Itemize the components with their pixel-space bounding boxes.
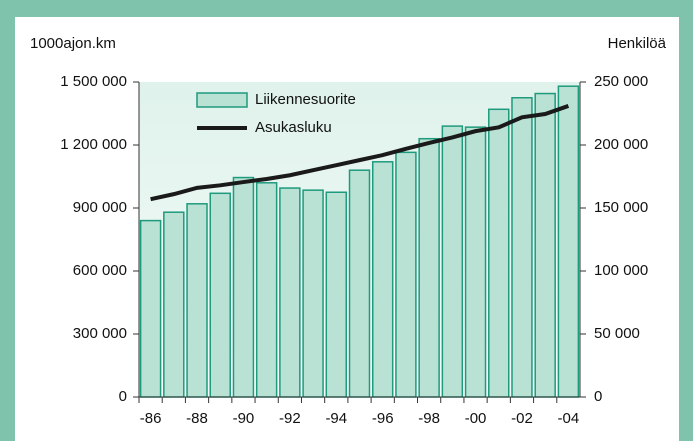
- y-tick-label: 1 200 000: [60, 136, 127, 153]
- bar: [325, 191, 348, 398]
- y-axis-title: 1000ajon.km: [30, 35, 116, 52]
- bar: [418, 137, 440, 398]
- bar: [511, 97, 533, 398]
- x-tick-label: -92: [279, 410, 301, 427]
- bar: [488, 108, 510, 398]
- bar: [302, 189, 324, 398]
- y-tick-label: 600 000: [73, 262, 127, 279]
- y2-tick-label: 150 000: [594, 199, 648, 216]
- y2-tick-label: 250 000: [594, 73, 648, 90]
- bar: [534, 92, 556, 398]
- x-tick-label: -86: [140, 410, 162, 427]
- bar: [557, 85, 580, 398]
- bar: [186, 203, 208, 398]
- y-tick-label: 0: [119, 388, 127, 405]
- y-tick-label: 900 000: [73, 199, 127, 216]
- bar: [163, 211, 185, 398]
- bar: [441, 125, 464, 398]
- bar: [371, 161, 394, 398]
- bar: [395, 151, 417, 398]
- x-tick-label: -04: [558, 410, 580, 427]
- bar: [348, 169, 371, 398]
- x-tick-label: -02: [511, 410, 533, 427]
- x-tick-label: -98: [418, 410, 440, 427]
- x-tick-label: -96: [372, 410, 394, 427]
- y2-tick-label: 200 000: [594, 136, 648, 153]
- legend-label: Asukasluku: [255, 119, 332, 136]
- y-tick-label: 300 000: [73, 325, 127, 342]
- bar: [464, 126, 487, 398]
- bar: [279, 187, 301, 398]
- bar: [139, 219, 162, 398]
- line: [150, 104, 570, 202]
- bar: [232, 176, 255, 398]
- legend-swatch: [196, 92, 248, 108]
- bar: [255, 182, 278, 398]
- bar: [209, 192, 231, 398]
- y2-tick-label: 50 000: [594, 325, 640, 342]
- y2-axis-title: Henkilöä: [608, 35, 667, 52]
- y2-tick-label: 100 000: [594, 262, 648, 279]
- y2-tick-label: 0: [594, 388, 602, 405]
- x-tick-label: -88: [186, 410, 208, 427]
- x-tick-label: -94: [325, 410, 347, 427]
- legend-label: Liikennesuorite: [255, 91, 356, 108]
- y-tick-label: 1 500 000: [60, 73, 127, 90]
- x-tick-label: -00: [465, 410, 487, 427]
- x-tick-label: -90: [233, 410, 255, 427]
